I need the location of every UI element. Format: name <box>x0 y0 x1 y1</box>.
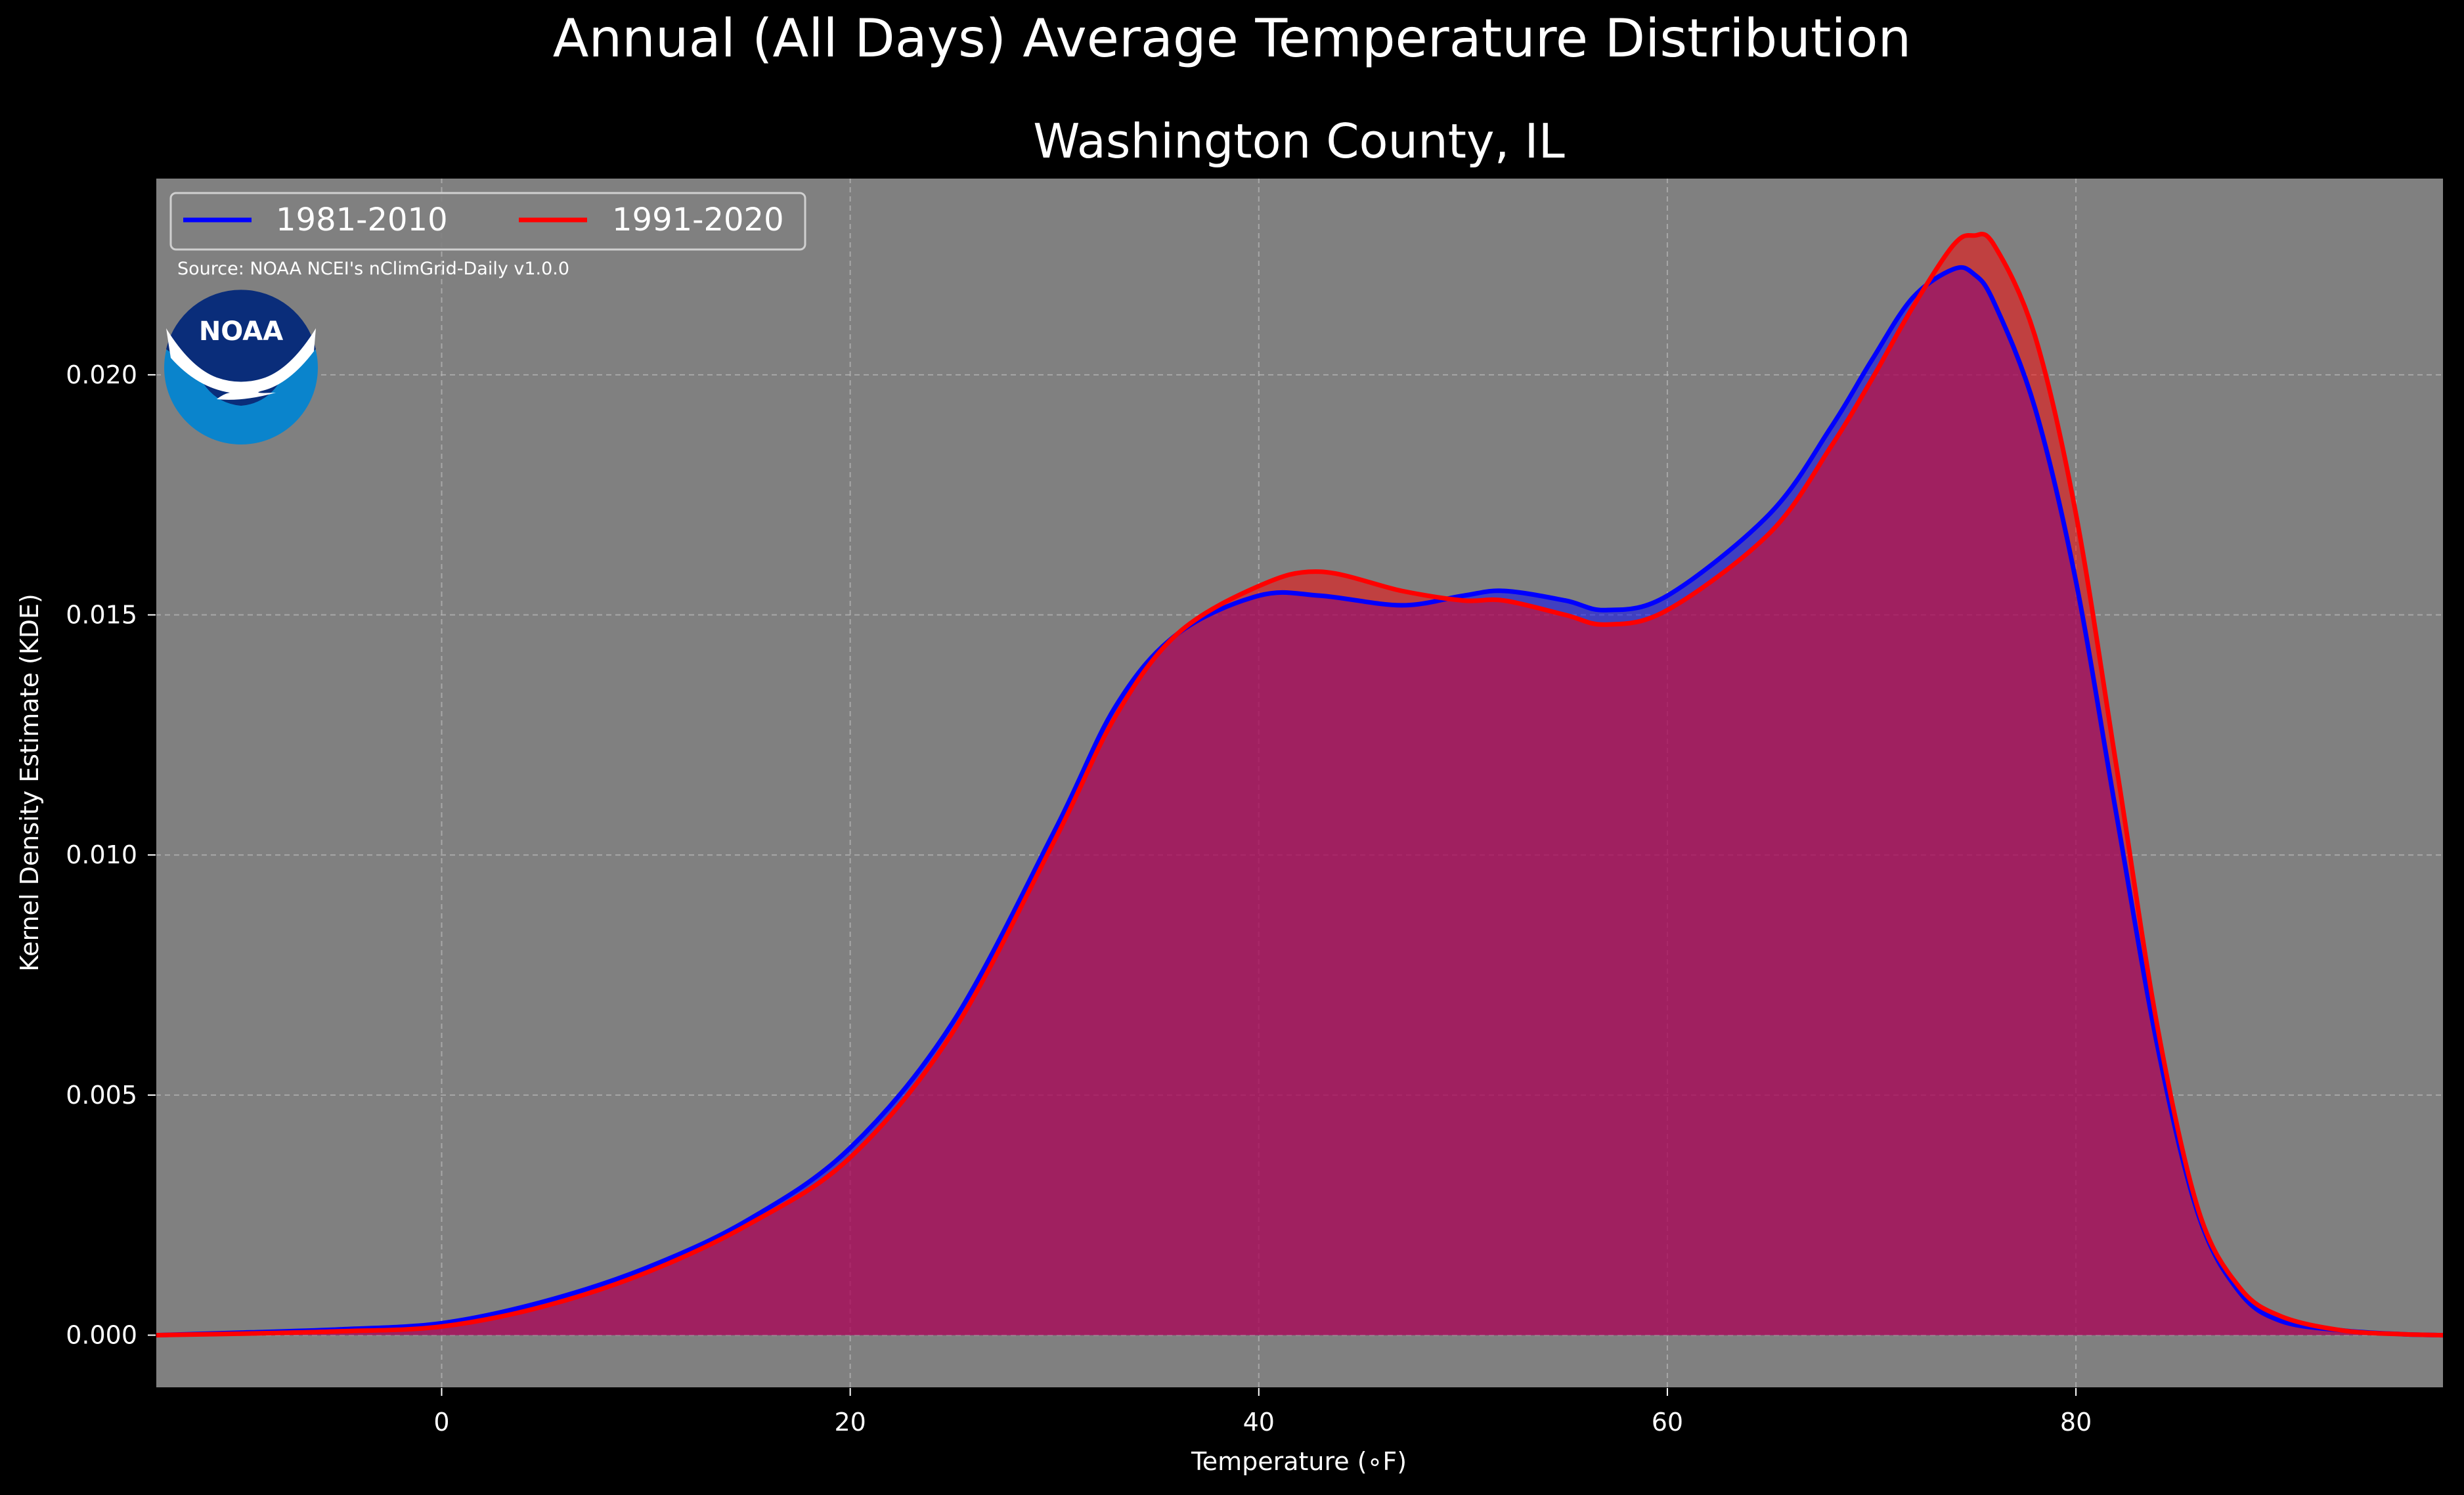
y-tick-label: 0.015 <box>66 601 137 630</box>
x-tick-label: 40 <box>1243 1408 1275 1437</box>
x-axis-label: Temperature (∘F) <box>1191 1447 1407 1476</box>
series-fills <box>156 234 2444 1335</box>
legend-label-1991-2020: 1991-2020 <box>612 202 784 238</box>
area-fill-1991-2020 <box>156 234 2444 1335</box>
y-tick-label: 0.005 <box>66 1081 137 1110</box>
y-axis-ticks: 0.000 0.005 0.010 0.015 0.020 <box>66 360 156 1350</box>
y-axis-label: Kernel Density Estimate (KDE) <box>15 594 44 972</box>
plot-frame <box>155 177 2444 1389</box>
x-tick-label: 60 <box>1652 1408 1683 1437</box>
y-tick-label: 0.000 <box>66 1321 137 1350</box>
legend-label-1981-2010: 1981-2010 <box>276 202 448 238</box>
legend-box <box>169 192 806 251</box>
figure-title: Annual (All Days) Average Temperature Di… <box>553 8 1911 69</box>
noaa-logo: NOAA <box>164 290 318 444</box>
x-tick-label: 20 <box>834 1408 866 1437</box>
chart-title: Washington County, IL <box>1033 114 1565 169</box>
noaa-logo-gull-icon <box>166 328 316 400</box>
y-tick-label: 0.010 <box>66 840 137 869</box>
x-axis-ticks: 0 20 40 60 80 <box>433 1388 2092 1437</box>
series-lines <box>155 232 2444 1338</box>
series-line-1981-2010 <box>155 265 2444 1338</box>
y-tick-label: 0.020 <box>66 360 137 389</box>
x-tick-label: 80 <box>2060 1408 2092 1437</box>
source-note: Source: NOAA NCEI's nClimGrid-Daily v1.0… <box>177 259 569 279</box>
x-tick-label: 0 <box>433 1408 449 1437</box>
series-line-1991-2020 <box>155 232 2444 1338</box>
legend: 1981-2010 1991-2020 <box>169 192 806 251</box>
noaa-logo-text: NOAA <box>199 316 283 347</box>
